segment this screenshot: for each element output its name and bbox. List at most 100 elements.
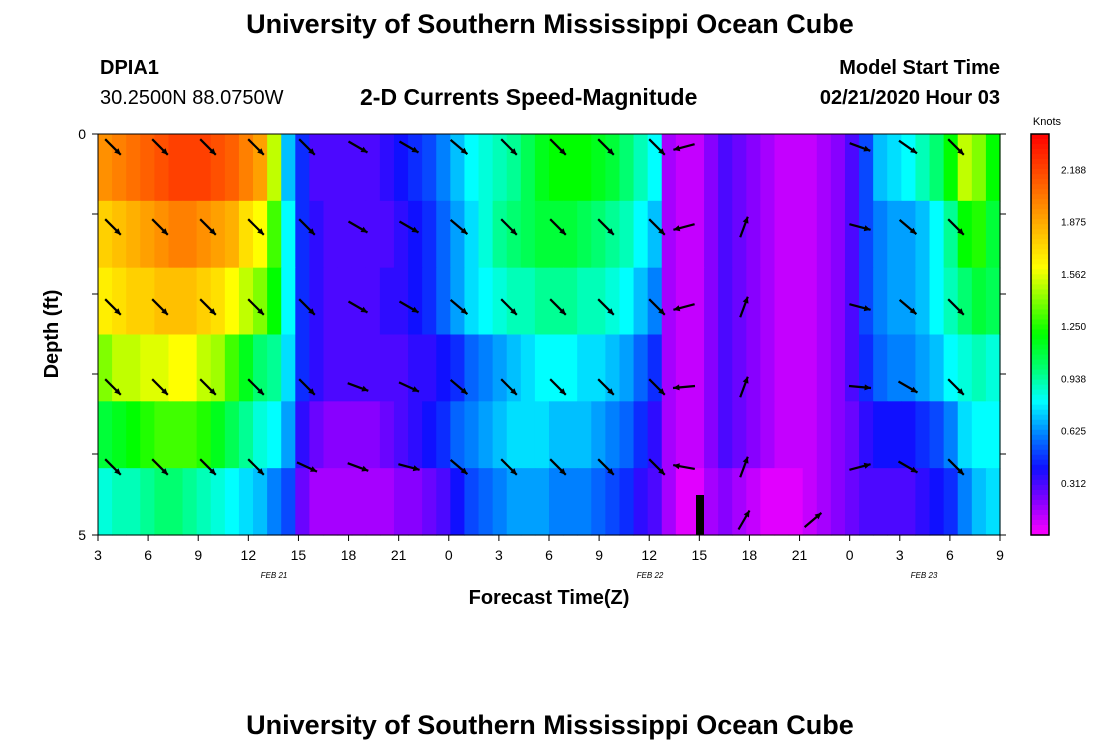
date-labels: FEB 21 FEB 22 FEB 23 <box>261 571 938 580</box>
date-label: FEB 23 <box>911 571 938 580</box>
x-tick-label: 3 <box>896 547 904 563</box>
heatmap-cell <box>422 267 437 336</box>
heatmap-cell <box>126 267 141 336</box>
heatmap-cell <box>788 267 804 336</box>
colorbar-segment <box>1031 379 1049 386</box>
heatmap-cell <box>563 401 578 469</box>
vector-arrowhead <box>910 466 918 473</box>
heatmap-cell <box>408 468 423 536</box>
heatmap-cell <box>985 134 1001 202</box>
heatmap-cell <box>520 401 536 469</box>
heatmap-cell <box>492 267 508 336</box>
heatmap-cell <box>238 134 254 202</box>
colorbar-tick-label: 1.875 <box>1061 218 1086 229</box>
heatmap-cell <box>661 134 677 202</box>
vector-arrowhead <box>209 388 216 395</box>
x-tick-label: 21 <box>792 547 808 563</box>
heatmap-cell <box>478 334 494 402</box>
heatmap-cell <box>774 267 790 336</box>
heatmap-cell <box>985 267 1001 336</box>
heatmap-cell <box>126 334 141 402</box>
heatmap-cell <box>873 401 888 469</box>
vector-arrowhead <box>742 456 749 464</box>
heatmap-cell <box>619 134 635 202</box>
colorbar-segment <box>1031 134 1049 140</box>
heatmap-cell <box>943 200 959 269</box>
heatmap-cell <box>267 468 282 536</box>
heatmap-cell <box>591 401 606 469</box>
heatmap-cell <box>957 200 973 269</box>
heatmap-cell <box>478 267 494 336</box>
heatmap-cell <box>971 468 987 536</box>
colorbar-segment <box>1031 274 1049 280</box>
heatmap-cell <box>168 134 184 202</box>
missing-data-marker <box>696 495 704 535</box>
colorbar-segment <box>1031 264 1049 270</box>
heatmap-cell <box>549 134 564 202</box>
heatmap-cell <box>182 334 198 402</box>
heatmap-cell <box>379 200 395 269</box>
vector-arrowhead <box>510 228 517 235</box>
heatmap-cell <box>859 401 874 469</box>
colorbar-segment <box>1031 254 1049 260</box>
vector-arrowhead <box>607 148 614 155</box>
heatmap-cell <box>633 401 649 469</box>
heatmap-cell <box>830 200 846 269</box>
vector-arrowhead <box>114 148 121 155</box>
vector-arrowhead <box>510 468 517 475</box>
heatmap-cell <box>577 267 592 336</box>
vector-arrowhead <box>308 148 315 155</box>
model-start-value: 02/21/2020 Hour 03 <box>819 87 1000 109</box>
colorbar-segment <box>1031 269 1049 275</box>
heatmap-cell <box>549 468 564 536</box>
heatmap-cell <box>224 334 240 402</box>
heatmap-cell <box>140 267 155 336</box>
heatmap-cell <box>619 200 635 269</box>
heatmap-cell <box>393 468 409 536</box>
heatmap-cell <box>675 334 691 402</box>
x-tick-label: 9 <box>595 547 603 563</box>
heatmap-cell <box>929 267 945 336</box>
heatmap-cell <box>281 401 296 469</box>
heatmap-cell <box>98 200 113 269</box>
heatmap-cell <box>844 134 860 202</box>
colorbar-segment <box>1031 199 1049 205</box>
heatmap-cell <box>140 134 155 202</box>
x-tick-label: 3 <box>94 547 102 563</box>
heatmap-cell <box>788 200 804 269</box>
vector-arrowhead <box>559 228 566 235</box>
x-tick-label: 6 <box>545 547 553 563</box>
bottom-title: University of Southern Mississippi Ocean… <box>246 710 854 740</box>
vector-arrowhead <box>742 296 749 304</box>
heatmap-cell <box>718 267 733 336</box>
heatmap-cell <box>422 200 437 269</box>
heatmap-cell <box>337 334 353 402</box>
heatmap-cell <box>887 267 902 336</box>
heatmap-cell <box>563 334 578 402</box>
vector-arrowhead <box>412 465 420 472</box>
vector-arrowhead <box>114 388 121 395</box>
heatmap-cell <box>689 134 705 202</box>
vector-arrowhead <box>743 510 750 518</box>
heatmap-cell <box>647 334 663 402</box>
heatmap-cell <box>675 401 691 469</box>
heatmap-cell <box>901 267 917 336</box>
heatmap-cell <box>126 468 141 536</box>
heatmap-cell <box>98 401 113 469</box>
heatmap-cell <box>774 401 790 469</box>
heatmap-cell <box>323 401 339 469</box>
heatmap-cell <box>534 334 550 402</box>
colorbar-segment <box>1031 239 1049 245</box>
heatmap-cell <box>281 134 296 202</box>
heatmap-cell <box>112 334 127 402</box>
heatmap-cell <box>450 401 466 469</box>
heatmap-cell <box>351 401 367 469</box>
colorbar-segment <box>1031 429 1049 436</box>
colorbar-segment <box>1031 144 1049 150</box>
heatmap-cell <box>619 334 635 402</box>
heatmap-cell <box>605 334 621 402</box>
colorbar-segment <box>1031 359 1049 366</box>
heatmap-cell <box>971 334 987 402</box>
heatmap-cell <box>732 134 747 202</box>
heatmap-cell <box>675 267 691 336</box>
